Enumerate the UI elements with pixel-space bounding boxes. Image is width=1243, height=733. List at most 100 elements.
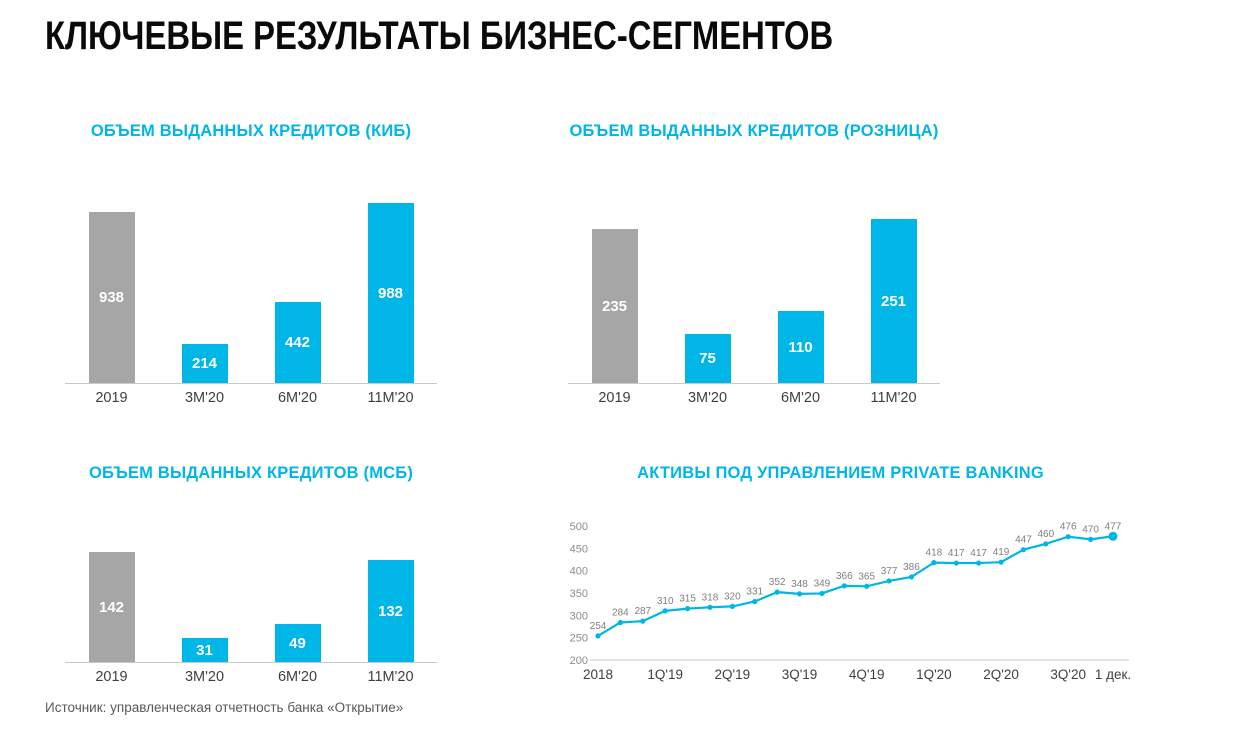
bar-3M'20: 214 [181, 344, 228, 383]
bar-slot: 132 [344, 550, 437, 662]
point-value-label: 352 [769, 577, 786, 588]
bar-chart-msb: 142 31 49 132 [65, 550, 437, 663]
category-axis-kib: 2019 3M'20 6M'20 11M'20 [65, 390, 437, 406]
category-label: 11M'20 [367, 390, 414, 406]
bar-slot: 214 [158, 198, 251, 383]
bar-value-label: 988 [377, 284, 404, 302]
x-axis-label: 1Q'19 [647, 667, 683, 682]
bar-value-label: 938 [98, 289, 125, 306]
x-axis-label: 2Q'19 [715, 667, 751, 682]
data-point [908, 574, 915, 580]
chart-title-kib: ОБЪЕМ ВЫДАННЫХ КРЕДИТОВ (КИБ) [90, 122, 412, 140]
point-value-label: 349 [814, 578, 831, 589]
y-tick-label: 400 [570, 566, 588, 578]
bar-value-label: 235 [601, 297, 628, 315]
source-note: Источник: управленческая отчетность банк… [45, 700, 404, 715]
bar-2019: 142 [88, 552, 135, 662]
bar-slot: 442 [251, 198, 344, 383]
x-axis-label: 3Q'19 [782, 667, 818, 682]
data-point [640, 618, 646, 624]
x-axis-label: 2Q'20 [983, 667, 1019, 682]
data-point [998, 559, 1004, 565]
point-value-label: 318 [702, 592, 719, 603]
data-point [617, 619, 623, 626]
y-tick-label: 500 [570, 521, 588, 533]
bar-6M'20: 49 [274, 624, 321, 662]
point-value-label: 366 [836, 571, 853, 582]
bar-3M'20: 31 [181, 638, 228, 662]
x-axis-label: 2018 [583, 667, 613, 682]
bar-value-label: 214 [191, 355, 218, 372]
category-label: 6M'20 [277, 669, 318, 685]
category-label: 2019 [598, 390, 631, 406]
category-label: 6M'20 [277, 390, 318, 406]
bar-slot: 988 [344, 198, 437, 383]
chart-title-roznitsa: ОБЪЕМ ВЫДАННЫХ КРЕДИТОВ (РОЗНИЦА) [569, 122, 939, 140]
category-label: 11M'20 [367, 669, 414, 685]
line-chart-svg: 200 250 300 350 400 450 500 254 284 287 310 315 318 3… [570, 521, 1132, 682]
bar-6M'20: 110 [777, 311, 824, 383]
point-value-label: 365 [858, 571, 875, 582]
point-value-label: 287 [634, 606, 651, 617]
category-axis-msb: 2019 3M'20 6M'20 11M'20 [65, 669, 437, 685]
bar-chart-kib: 938 214 442 988 [65, 198, 437, 384]
data-point [684, 606, 691, 612]
category-axis-roznitsa: 2019 3M'20 6M'20 11M'20 [568, 390, 940, 406]
bar-value-label: 49 [289, 634, 306, 652]
bar-11M'20: 132 [367, 560, 414, 662]
point-value-label: 460 [1037, 529, 1054, 540]
bar-2019: 235 [591, 229, 638, 383]
point-value-label: 284 [612, 607, 629, 618]
x-axis-label: 1Q'20 [916, 667, 952, 682]
data-point [796, 591, 803, 597]
category-label: 11M'20 [870, 390, 917, 406]
data-point [662, 608, 668, 614]
data-point [707, 604, 713, 610]
bar-slot: 49 [251, 550, 344, 662]
bar-value-label: 132 [377, 602, 404, 620]
point-value-label: 386 [903, 562, 920, 573]
page-title: КЛЮЧЕВЫЕ РЕЗУЛЬТАТЫ БИЗНЕС-СЕГМЕНТОВ [45, 14, 834, 58]
category-label: 3M'20 [687, 390, 728, 406]
line-chart-private-banking: 200 250 300 350 400 450 500 254 284 287 310 315 318 3… [548, 508, 1133, 690]
bar-value-label: 442 [284, 334, 311, 351]
data-point [1108, 531, 1118, 541]
point-value-label: 417 [948, 548, 965, 559]
data-point [729, 603, 735, 609]
point-value-label: 477 [1105, 521, 1122, 532]
data-point [1065, 534, 1071, 540]
y-tick-label: 300 [570, 610, 588, 622]
y-tick-label: 350 [570, 588, 588, 600]
data-point [864, 583, 870, 589]
chart-title-private-banking: АКТИВЫ ПОД УПРАВЛЕНИЕМ PRIVATE BANKING [637, 464, 1044, 482]
category-label: 2019 [95, 390, 128, 406]
data-point [774, 589, 780, 595]
data-point [595, 633, 601, 639]
point-value-label: 476 [1060, 522, 1077, 533]
data-point [1043, 541, 1049, 547]
category-label: 2019 [95, 669, 128, 685]
point-value-label: 418 [926, 548, 943, 559]
data-point [886, 578, 892, 584]
data-point [841, 583, 847, 589]
point-value-label: 377 [881, 566, 898, 577]
bar-chart-roznitsa: 235 75 110 251 [568, 218, 940, 384]
bar-value-label: 31 [196, 641, 213, 659]
data-line [597, 535, 1114, 637]
point-value-label: 447 [1015, 535, 1032, 546]
bar-6M'20: 442 [274, 302, 321, 383]
y-tick-label: 250 [570, 633, 588, 645]
point-value-label: 331 [746, 586, 763, 597]
bar-slot: 251 [847, 218, 940, 383]
y-tick-label: 450 [570, 543, 588, 555]
bar-3M'20: 75 [684, 334, 731, 383]
x-axis-label: 1 дек. [1095, 667, 1131, 682]
bar-value-label: 251 [880, 292, 907, 310]
x-axis-label: 3Q'20 [1050, 667, 1086, 682]
bar-slot: 938 [65, 198, 158, 383]
y-tick-label: 200 [570, 655, 588, 667]
bar-value-label: 110 [788, 338, 813, 356]
bar-slot: 235 [568, 218, 661, 383]
point-value-label: 470 [1082, 524, 1099, 535]
